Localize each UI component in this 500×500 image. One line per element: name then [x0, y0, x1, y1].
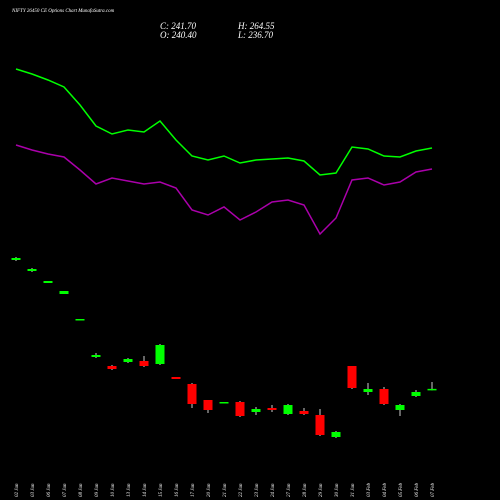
- candle-body: [283, 405, 293, 414]
- candle-body: [91, 355, 101, 357]
- candle-body: [139, 361, 149, 366]
- x-tick-label: 13 Jan: [127, 483, 132, 497]
- x-tick-label: 23 Jan: [255, 483, 260, 497]
- readout-open: O: 240.40: [160, 30, 197, 40]
- candle-body: [27, 269, 37, 271]
- candle-body: [107, 366, 117, 369]
- x-tick-label: 27 Jan: [287, 483, 292, 497]
- candle-body: [11, 258, 21, 260]
- x-tick-label: 06 Jan: [47, 483, 52, 497]
- x-tick-label: 14 Jan: [143, 483, 148, 497]
- chart-title: NIFTY 26450 CE Options Chart MunafaSutra…: [11, 9, 115, 14]
- candle-body: [59, 291, 69, 294]
- candle-body: [411, 392, 421, 396]
- candle-body: [379, 389, 389, 404]
- x-tick-label: 03 Jan: [31, 483, 36, 497]
- candle-body: [155, 345, 165, 364]
- x-tick-label: 31 Jan: [351, 483, 356, 497]
- readout-close: C: 241.70: [160, 21, 197, 31]
- readout-low: L: 236.70: [237, 30, 274, 40]
- candle-body: [251, 409, 261, 412]
- x-tick-label: 07 Feb: [431, 482, 436, 497]
- x-tick-label: 04 Feb: [383, 482, 388, 497]
- x-tick-label: 02 Jan: [15, 483, 20, 497]
- x-tick-label: 08 Jan: [79, 483, 84, 497]
- candle-body: [363, 389, 373, 392]
- candle-body: [267, 408, 277, 410]
- x-tick-label: 10 Jan: [111, 483, 116, 497]
- candle-body: [235, 402, 245, 416]
- candle-body: [203, 400, 213, 410]
- x-tick-label: 07 Jan: [63, 483, 68, 497]
- x-tick-label: 21 Jan: [223, 483, 228, 497]
- x-tick-label: 17 Jan: [191, 483, 196, 497]
- x-tick-label: 16 Jan: [175, 483, 180, 497]
- candle-body: [299, 411, 309, 414]
- x-tick-label: 22 Jan: [239, 483, 244, 497]
- candle-body: [427, 388, 437, 391]
- candle-body: [331, 432, 341, 437]
- candle-body: [171, 377, 181, 379]
- x-tick-label: 28 Jan: [303, 483, 308, 497]
- x-tick-label: 29 Jan: [319, 483, 324, 497]
- x-tick-label: 05 Feb: [399, 482, 404, 497]
- x-tick-label: 20 Jan: [207, 483, 212, 497]
- x-tick-label: 03 Feb: [367, 482, 372, 497]
- candle-body: [123, 359, 133, 362]
- candle-body: [187, 384, 197, 404]
- candle-body: [43, 281, 53, 283]
- x-tick-label: 30 Jan: [335, 483, 340, 497]
- candle-body: [315, 415, 325, 435]
- x-tick-label: 09 Jan: [95, 483, 100, 497]
- x-tick-label: 24 Jan: [271, 483, 276, 497]
- x-tick-label: 15 Jan: [159, 483, 164, 497]
- readout-high: H: 264.55: [237, 21, 275, 31]
- candle-body: [395, 405, 405, 410]
- candle-body: [347, 366, 357, 388]
- candle-body: [75, 319, 85, 321]
- x-tick-label: 06 Feb: [415, 482, 420, 497]
- candle-body: [219, 402, 229, 404]
- moving-average-line: [15, 68, 433, 176]
- moving-average-line: [15, 144, 433, 236]
